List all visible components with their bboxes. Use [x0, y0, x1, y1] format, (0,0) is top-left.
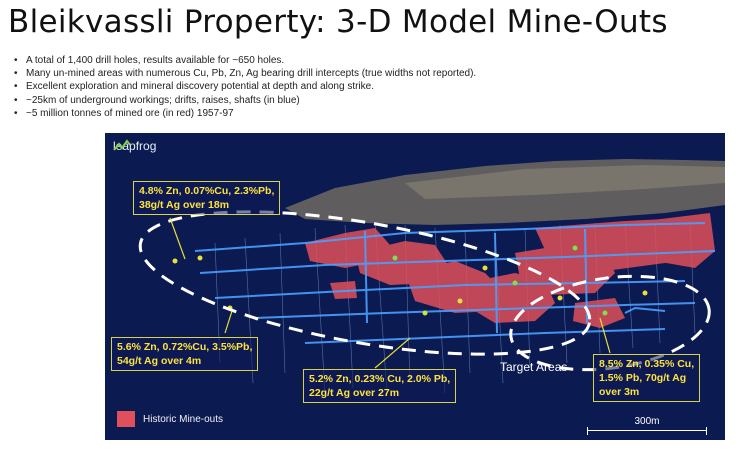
bullet-item: ~25km of underground workings; drifts, r…	[14, 94, 734, 107]
drill-intercept-callout: 5.2% Zn, 0.23% Cu, 2.0% Pb, 22g/t Ag ove…	[303, 369, 457, 403]
target-area-outline	[138, 210, 592, 356]
scale-bar: 300m	[587, 416, 707, 435]
bullet-item: ~5 million tonnes of mined ore (in red) …	[14, 107, 734, 120]
callout-line: 5.6% Zn, 0.72%Cu, 3.5%Pb,	[117, 341, 253, 353]
scale-bar-line	[587, 427, 707, 435]
legend: Historic Mine-outs	[117, 411, 223, 427]
callout-line: 38g/t Ag over 18m	[139, 199, 230, 211]
scale-label: 300m	[634, 416, 660, 427]
legend-swatch	[117, 411, 135, 427]
drill-intercept-callout: 5.6% Zn, 0.72%Cu, 3.5%Pb, 54g/t Ag over …	[111, 337, 259, 371]
3d-model-view: leapfrog 4.8% Zn, 0.07%Cu, 2.3%Pb, 38g/t…	[105, 133, 725, 440]
logo-text: leapfrog	[113, 139, 157, 153]
callout-line: 54g/t Ag over 4m	[117, 355, 202, 367]
page-title: Bleikvassli Property: 3-D Model Mine-Out…	[8, 4, 668, 40]
model-drawing	[138, 159, 725, 394]
leapfrog-logo: leapfrog	[113, 139, 156, 153]
bullet-list: A total of 1,400 drill holes, results av…	[14, 54, 734, 120]
callout-leaders	[169, 217, 611, 369]
bullet-item: Excellent exploration and mineral discov…	[14, 80, 734, 93]
callout-line: 4.8% Zn, 0.07%Cu, 2.3%Pb,	[139, 185, 275, 197]
callout-line: 8.5% Zn, 0.35% Cu,	[599, 358, 695, 370]
legend-label: Historic Mine-outs	[143, 413, 224, 425]
callout-line: over 3m	[599, 386, 640, 398]
callout-line: 22g/t Ag over 27m	[309, 387, 400, 399]
target-areas-label: Target Areas	[500, 360, 568, 374]
bullet-item: Many un-mined areas with numerous Cu, Pb…	[14, 67, 734, 80]
callout-line: 1.5% Pb, 70g/t Ag	[599, 372, 687, 384]
drill-intercept-callout: 4.8% Zn, 0.07%Cu, 2.3%Pb, 38g/t Ag over …	[133, 181, 281, 215]
leapfrog-logo-icon	[113, 139, 131, 151]
terrain-shade	[405, 165, 725, 199]
callout-line: 5.2% Zn, 0.23% Cu, 2.0% Pb,	[309, 373, 451, 385]
bullet-item: A total of 1,400 drill holes, results av…	[14, 54, 734, 67]
underground-workings	[194, 222, 716, 344]
drill-intercept-callout: 8.5% Zn, 0.35% Cu, 1.5% Pb, 70g/t Ag ove…	[593, 354, 701, 402]
